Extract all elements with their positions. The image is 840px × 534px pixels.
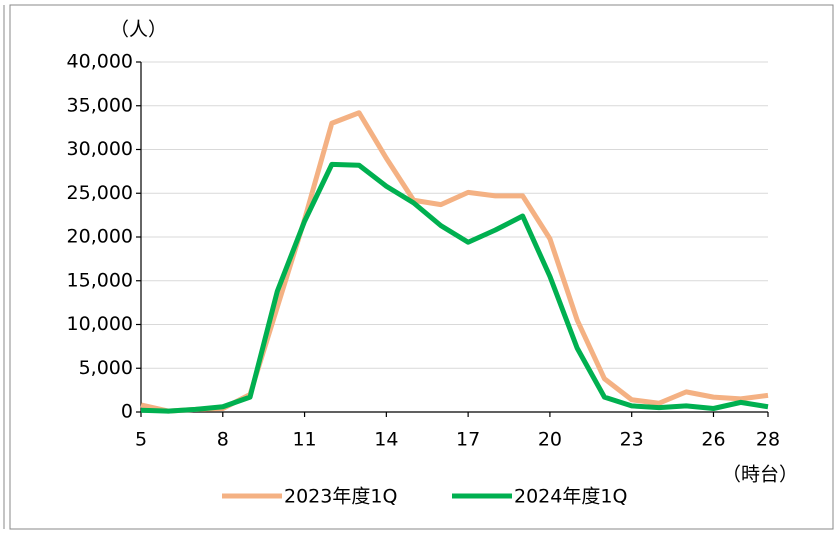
series-line (140, 161, 769, 414)
x-tick-label: 20 (538, 429, 562, 451)
y-tick-label: 20,000 (67, 226, 133, 248)
y-tick-label: 15,000 (67, 269, 133, 291)
legend-label: 2024年度1Q (514, 486, 627, 508)
x-tick-label: 23 (620, 429, 644, 451)
y-tick-label: 30,000 (67, 138, 133, 160)
x-tick-label: 17 (456, 429, 480, 451)
x-tick-label: 14 (374, 429, 398, 451)
y-tick-label: 40,000 (67, 51, 133, 73)
legend-label: 2023年度1Q (284, 486, 397, 508)
y-tick-label: 35,000 (67, 94, 133, 116)
y-tick-label: 25,000 (67, 182, 133, 204)
chart-frame (9, 4, 834, 530)
y-tick-label: 0 (121, 401, 133, 423)
x-tick-label: 28 (756, 429, 780, 451)
x-tick-label: 11 (292, 429, 316, 451)
x-axis-label: （時台） (722, 464, 798, 486)
x-tick-label: 8 (217, 429, 229, 451)
y-tick-label: 10,000 (67, 313, 133, 335)
x-tick-label: 26 (701, 429, 725, 451)
y-tick-label: 5,000 (79, 357, 133, 379)
y-axis-label: （人） (110, 19, 167, 41)
x-tick-label: 5 (135, 429, 147, 451)
